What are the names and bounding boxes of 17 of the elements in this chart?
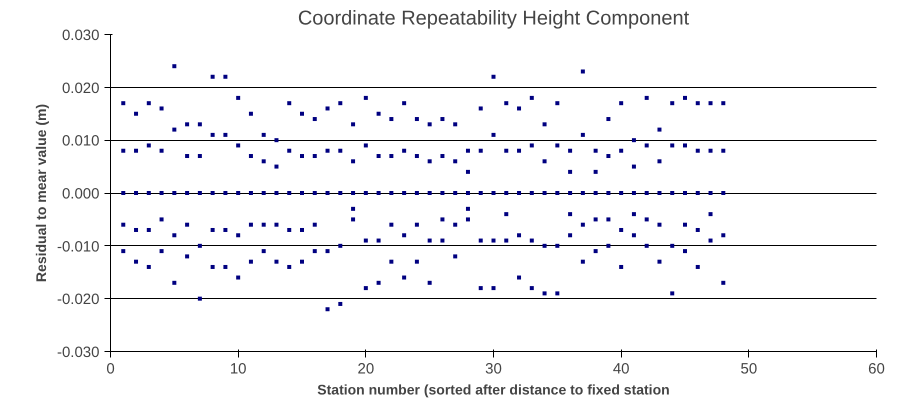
y-axis-title: Residual to mear value (m) xyxy=(32,104,49,282)
x-tick-label: 20 xyxy=(357,360,374,378)
chart-title: Coordinate Repeatability Height Component xyxy=(298,8,690,30)
y-tick-label: 0.000 xyxy=(62,186,100,202)
y-tick-label: 0.020 xyxy=(62,80,100,97)
y-tick-label: 0.010 xyxy=(62,132,100,150)
y-tick-label: -0.010 xyxy=(56,238,100,256)
y-tick-label: 0.030 xyxy=(62,27,100,44)
y-tick-label: -0.020 xyxy=(56,291,100,308)
x-tick-label: 40 xyxy=(612,360,630,378)
x-tick-label: 10 xyxy=(230,360,247,378)
x-tick-label: 60 xyxy=(868,360,885,378)
x-tick-label: 30 xyxy=(485,360,502,378)
y-tick-label: -0.030 xyxy=(56,344,100,361)
x-axis-title: Station number (sorted after distance to fixed station xyxy=(317,382,670,398)
x-tick-label: 0 xyxy=(106,360,115,378)
x-tick-label: 50 xyxy=(740,360,758,378)
